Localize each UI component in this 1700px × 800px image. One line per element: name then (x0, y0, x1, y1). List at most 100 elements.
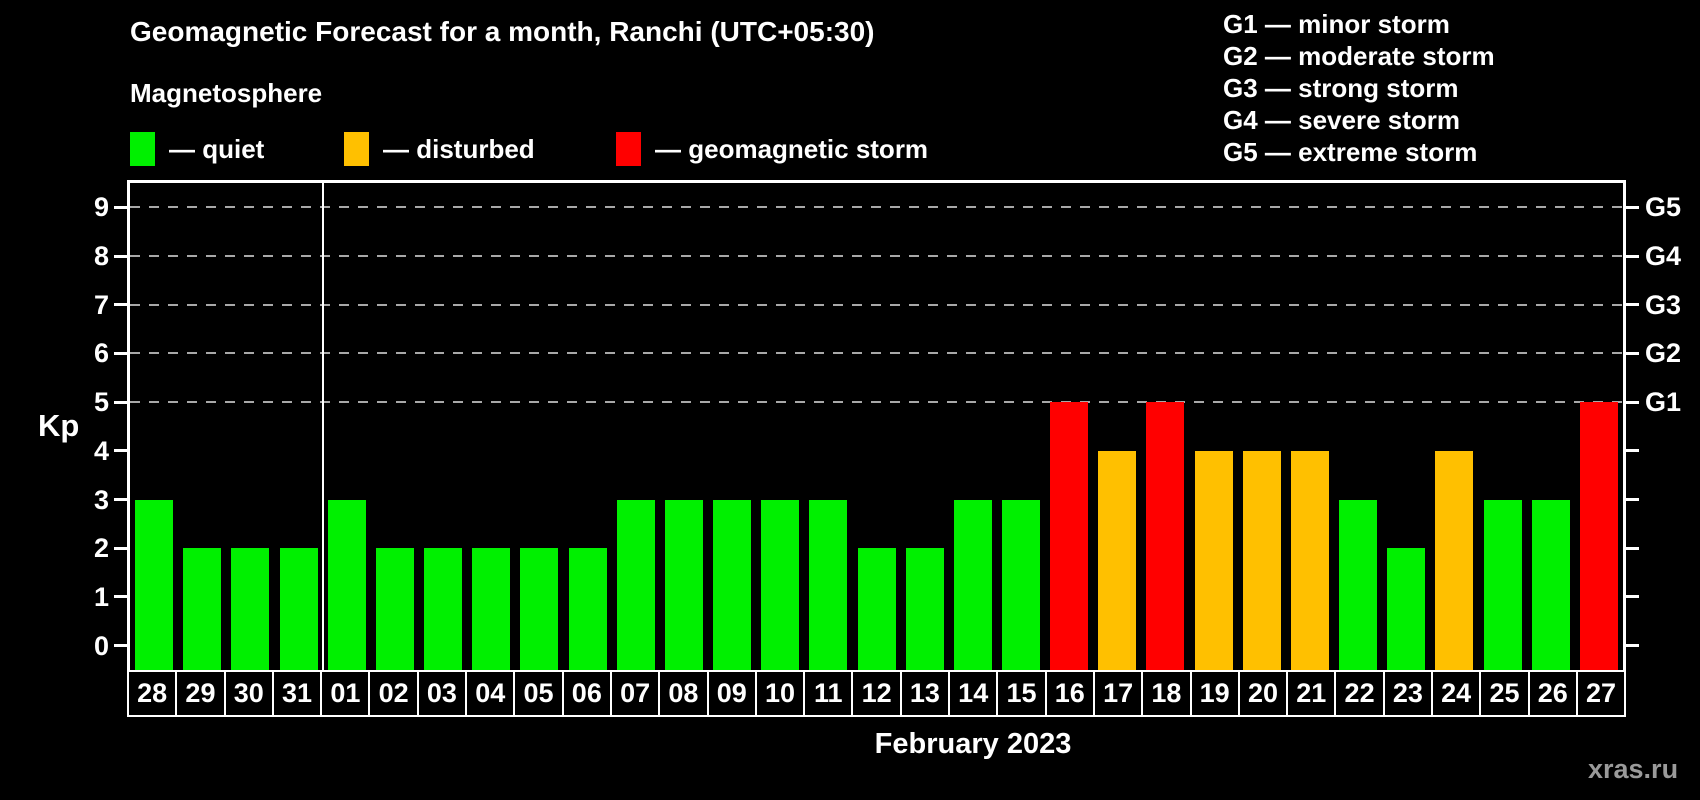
legend-item-storm: — geomagnetic storm (616, 131, 928, 167)
right-axis-label-g2: G2 (1645, 338, 1682, 369)
day-cell-12: 12 (851, 670, 902, 717)
disturbed-color-swatch (344, 132, 369, 166)
gridline-kp6 (130, 352, 1623, 355)
y-tick-left-0 (114, 644, 127, 648)
y-tick-right-5 (1626, 400, 1639, 404)
magnetosphere-label: Magnetosphere (130, 78, 323, 108)
kp-bar-day-14 (953, 499, 992, 670)
kp-bar-day-27 (1579, 402, 1618, 670)
day-cell-26: 26 (1527, 670, 1578, 717)
gridline-kp7 (130, 303, 1623, 306)
y-tick-label-3: 3 (93, 484, 109, 515)
y-tick-label-2: 2 (93, 533, 109, 564)
kp-bar-day-10 (761, 499, 800, 670)
day-cell-05: 05 (513, 670, 564, 717)
day-cell-23: 23 (1382, 670, 1434, 717)
day-cell-09: 09 (706, 670, 757, 717)
kp-bar-day-05 (520, 548, 559, 670)
y-tick-right-9 (1626, 205, 1639, 209)
day-cell-22: 22 (1334, 670, 1385, 717)
storm-label: — geomagnetic storm (655, 133, 929, 164)
y-tick-right-6 (1626, 351, 1639, 355)
y-tick-left-5 (114, 400, 127, 404)
legend-item-quiet: — quiet (130, 131, 264, 167)
y-tick-label-1: 1 (93, 581, 109, 612)
quiet-label: — quiet (169, 133, 265, 164)
y-tick-right-8 (1626, 254, 1639, 258)
day-cell-08: 08 (658, 670, 709, 717)
y-tick-left-6 (114, 351, 127, 355)
y-tick-right-1 (1626, 595, 1639, 599)
y-axis-label: Kp (38, 408, 80, 443)
g2-legend-line: G2 — moderate storm (1223, 41, 1495, 71)
y-tick-left-9 (114, 205, 127, 209)
g5-legend-line: G5 — extreme storm (1223, 137, 1478, 167)
day-cell-21: 21 (1286, 670, 1337, 717)
kp-bar-day-30 (231, 548, 270, 670)
g3-legend-line: G3 — strong storm (1223, 73, 1459, 103)
disturbed-label: — disturbed (383, 133, 535, 164)
day-cell-29: 29 (175, 670, 226, 717)
kp-bar-day-04 (472, 548, 511, 670)
y-tick-right-2 (1626, 546, 1639, 550)
quiet-color-swatch (130, 132, 155, 166)
gridline-kp8 (130, 255, 1623, 258)
y-tick-right-7 (1626, 303, 1639, 307)
kp-bar-day-03 (424, 548, 463, 670)
kp-bar-day-18 (1146, 402, 1185, 670)
kp-bar-day-26 (1531, 499, 1570, 670)
day-cell-03: 03 (416, 670, 468, 717)
y-tick-left-1 (114, 595, 127, 599)
day-cell-13: 13 (899, 670, 951, 717)
day-cell-27: 27 (1575, 670, 1627, 717)
day-cell-14: 14 (948, 670, 999, 717)
kp-bar-day-13 (905, 548, 944, 670)
y-tick-left-7 (114, 303, 127, 307)
day-cell-19: 19 (1189, 670, 1240, 717)
kp-bar-day-17 (1098, 450, 1137, 670)
kp-bar-day-02 (375, 548, 414, 670)
g1-legend-line: G1 — minor storm (1223, 9, 1450, 39)
right-axis-label-g3: G3 (1645, 289, 1682, 320)
day-cell-16: 16 (1044, 670, 1095, 717)
day-cell-06: 06 (561, 670, 612, 717)
day-cell-15: 15 (996, 670, 1047, 717)
g4-legend-line: G4 — severe storm (1223, 105, 1461, 135)
storm-color-swatch (616, 132, 641, 166)
day-cell-07: 07 (609, 670, 661, 717)
kp-bar-day-07 (616, 499, 655, 670)
plot-area: 0 1 2 3 4 5 6 7 8 9 G1 G2 G3 G4 G5 (94, 180, 1681, 673)
y-tick-left-4 (114, 449, 127, 453)
y-tick-left-8 (114, 254, 127, 258)
chart-title: Geomagnetic Forecast for a month, Ranchi… (130, 16, 875, 47)
right-axis-label-g1: G1 (1645, 387, 1682, 418)
day-cell-24: 24 (1431, 670, 1482, 717)
day-cell-18: 18 (1141, 670, 1192, 717)
day-cell-02: 02 (368, 670, 419, 717)
kp-bar-day-06 (568, 548, 607, 670)
day-cell-04: 04 (465, 670, 516, 717)
kp-bar-day-08 (664, 499, 703, 670)
y-tick-right-4 (1626, 449, 1639, 453)
right-axis-label-g5: G5 (1645, 192, 1682, 223)
kp-bar-day-09 (713, 499, 752, 670)
x-axis-day-labels: 28 29 30 31 01 02 03 04 05 06 07 08 09 10 11 12 13 14 15 16… (127, 670, 1627, 717)
day-cell-17: 17 (1092, 670, 1144, 717)
kp-bar-day-24 (1435, 450, 1474, 670)
day-cell-28: 28 (127, 670, 178, 717)
kp-bar-day-19 (1194, 450, 1233, 670)
day-cell-10: 10 (754, 670, 806, 717)
day-cell-31: 31 (271, 670, 323, 717)
y-tick-left-2 (114, 546, 127, 550)
y-tick-right-0 (1626, 644, 1639, 648)
y-tick-label-4: 4 (93, 435, 109, 466)
y-tick-label-5: 5 (93, 387, 109, 418)
y-tick-label-7: 7 (93, 289, 109, 320)
kp-bar-day-23 (1387, 548, 1426, 670)
kp-bar-day-20 (1242, 450, 1281, 670)
day-cell-20: 20 (1237, 670, 1289, 717)
kp-bar-day-16 (1050, 402, 1089, 670)
kp-bar-day-11 (809, 499, 848, 670)
g-scale-legend: G1 — minor storm G2 — moderate storm G3 … (1223, 8, 1495, 168)
